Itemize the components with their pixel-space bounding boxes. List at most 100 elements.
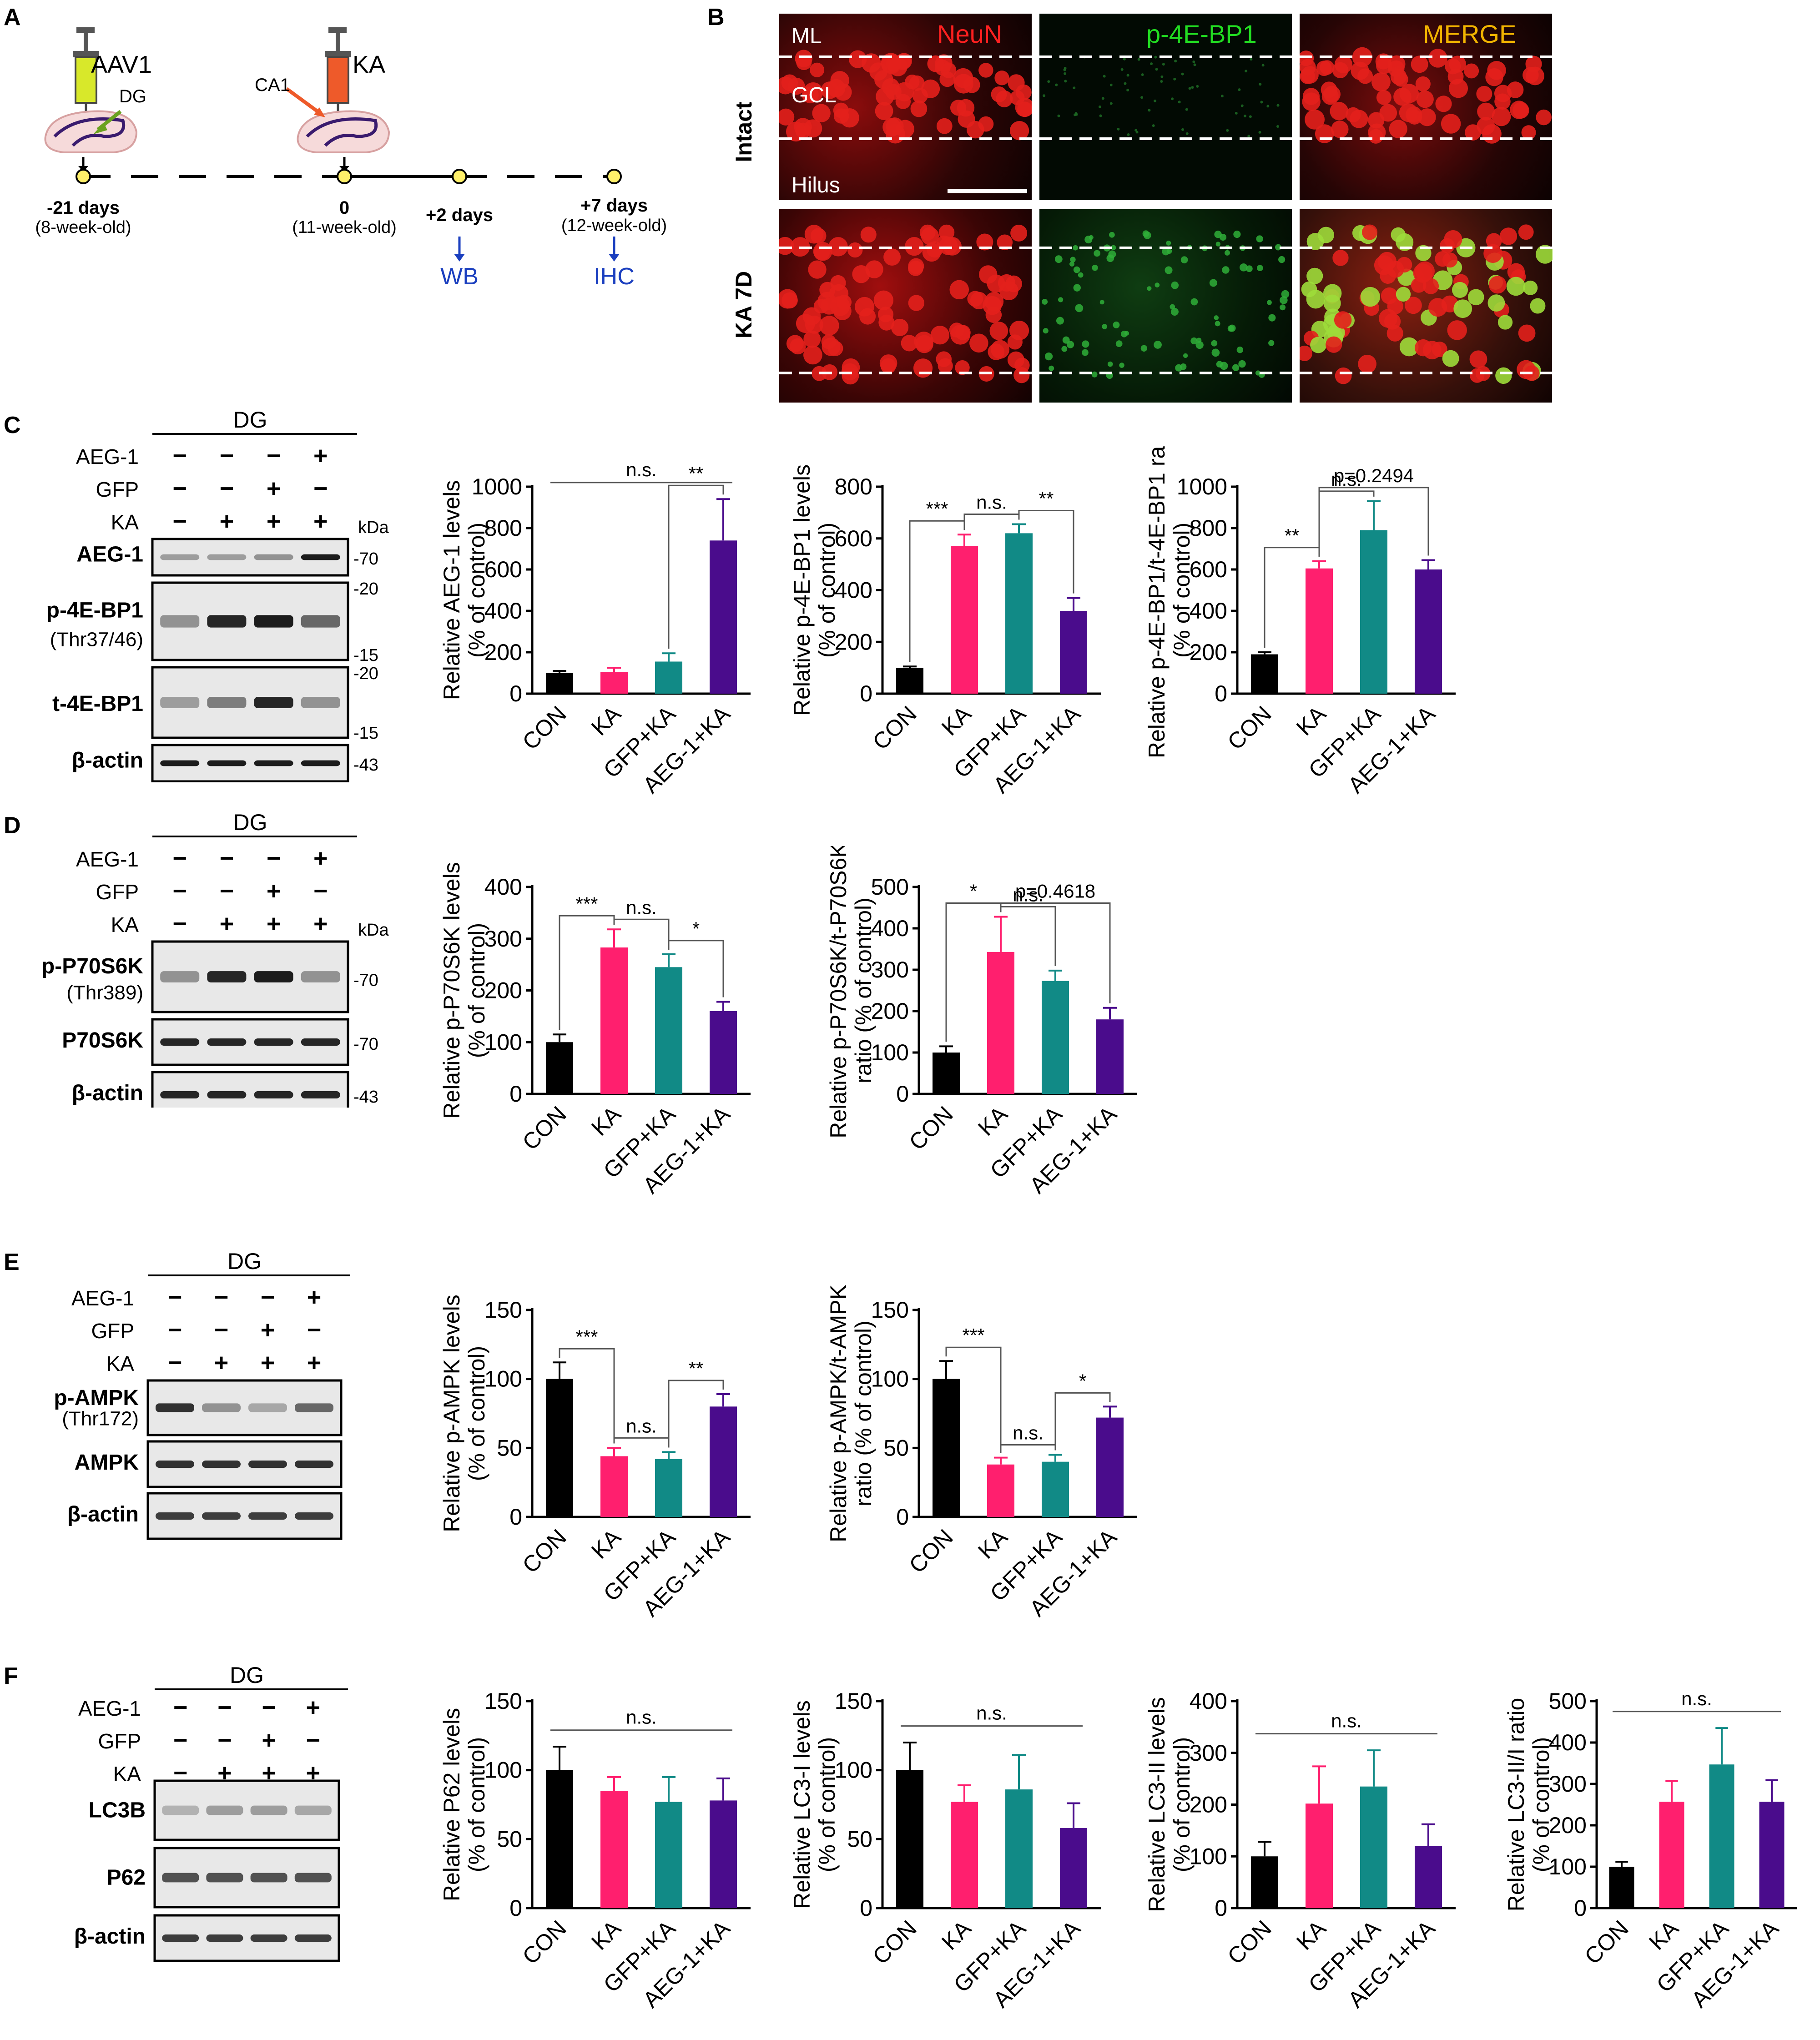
ca1-label: CA1 [255,75,290,95]
category-label: KA [973,1101,1013,1141]
cell-mark [1405,297,1422,314]
cell-mark [875,102,893,121]
cell-mark [1055,83,1058,86]
y-axis-label-2: ratio (% of control) [851,1320,876,1506]
category-label: CON [518,1101,571,1155]
y-tick-label: 100 [484,1758,522,1783]
cell-mark [873,290,893,310]
cell-mark [1155,68,1158,71]
cell-mark [880,358,896,374]
cell-mark [855,297,874,317]
bar [1096,1417,1124,1517]
assay-ihc: IHC [594,263,635,290]
cell-mark [997,234,1013,251]
y-tick-label: 600 [484,557,522,582]
timepoint-label: -21 days [47,198,120,218]
mw-marker: -70 [353,1035,378,1054]
timepoint-sub: (12-week-old) [561,216,667,235]
cell-mark [1331,121,1349,138]
category-label: CON [518,1915,571,1969]
cell-mark [1047,80,1050,83]
cell-mark [849,50,867,68]
cell-mark [1109,102,1113,105]
cell-mark [1320,60,1335,75]
cell-mark [1232,364,1240,371]
condition-sign: + [313,910,328,937]
blot-region-label: DG [227,1251,262,1274]
blot-row-label: β-actin [72,749,143,773]
cell-mark [1530,298,1546,314]
bar [1005,1789,1033,1908]
bar-chart-p70s6k-ratio: 0 100 200 300 400 500 Relative p-P70S6K/t-P70S… [826,846,1137,1199]
significance-label: *** [926,498,948,519]
cell-mark [1193,63,1196,66]
cell-mark [1174,60,1177,63]
bar [600,1456,628,1517]
y-axis-label: Relative p-AMPK/t-AMPK [826,1284,851,1542]
timepoint-label: 0 [339,198,349,218]
cell-mark [1389,120,1407,138]
cell-mark [1416,91,1434,108]
y-tick-label: 400 [1190,1688,1227,1714]
significance-label: p=0.2494 [1334,465,1414,486]
cell-mark [1120,68,1124,71]
cell-mark [1134,129,1138,132]
blot-row [151,581,349,661]
channel-label-neun: NeuN [937,20,1003,48]
cell-mark [913,358,933,378]
significance-label: * [1079,1370,1086,1391]
blot-row [151,744,349,782]
cell-mark [787,77,805,95]
cell-mark [1240,263,1248,272]
bar [710,1011,737,1094]
cell-mark [1469,350,1487,368]
cell-mark [1117,127,1120,131]
cell-mark [1220,95,1224,98]
cell-mark [1361,224,1378,240]
cell-cluster [1298,47,1552,144]
cell-mark [1124,82,1127,85]
y-axis-label-2: (% of control) [464,523,489,658]
y-axis-label: Relative p-4E-BP1 levels [789,464,815,716]
condition-sign: − [173,1727,188,1754]
condition-sign: − [262,1694,276,1721]
cell-mark [1523,280,1538,295]
cell-mark [1209,279,1217,287]
cell-mark [1448,79,1468,98]
cell-mark [1358,354,1376,373]
cell-cluster [779,50,1034,144]
y-axis-label-2: (% of control) [814,523,840,658]
cell-mark [810,228,827,244]
cell-mark [1465,124,1481,141]
cell-mark [1518,224,1534,240]
cell-mark [1113,321,1120,328]
y-tick-label: 50 [847,1826,872,1852]
blot-band [202,1403,241,1412]
cell-mark [1154,341,1162,349]
y-tick-label: 0 [509,681,522,706]
cell-mark [1326,336,1342,353]
cell-mark [905,74,920,90]
timepoint-label: +7 days [580,196,648,216]
cell-mark [1521,125,1536,140]
blot-band [207,554,247,560]
cell-mark [883,248,901,266]
blot-band [160,1038,200,1046]
condition-sign: − [172,475,187,502]
blot-band [301,971,340,982]
bar [710,1406,737,1517]
cell-mark [1267,300,1272,305]
y-tick-label: 150 [835,1688,872,1714]
bar [655,967,682,1094]
cell-mark [1073,86,1076,90]
cell-mark [779,289,797,309]
y-axis-label: Relative LC3-II levels [1144,1697,1170,1912]
cell-mark [1171,97,1174,101]
cell-mark [1445,58,1461,75]
cell-mark [1009,121,1029,141]
blot-band [254,1038,293,1046]
cell-mark [1482,124,1502,144]
cell-mark [1323,86,1341,103]
blot-row-label: P70S6K [62,1028,143,1053]
condition-sign: − [217,1694,232,1721]
